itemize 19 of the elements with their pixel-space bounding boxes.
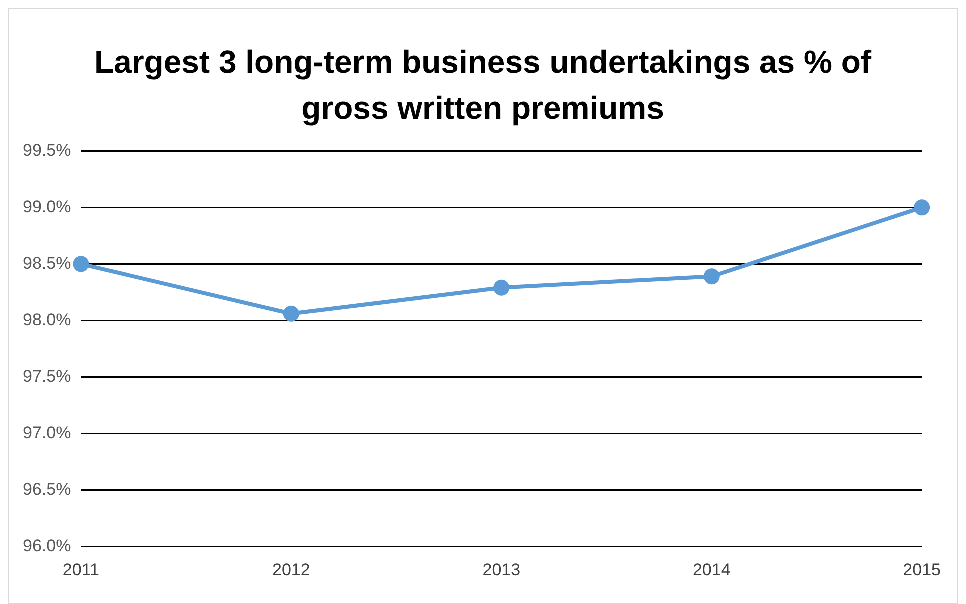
y-tick-label: 97.0% xyxy=(23,423,72,442)
y-tick-label: 97.5% xyxy=(23,366,72,386)
x-tick-label: 2015 xyxy=(903,560,942,580)
y-tick-label: 98.0% xyxy=(23,310,72,330)
chart-title: Largest 3 long-term business undertakings as % of gross written premiums xyxy=(93,43,873,128)
point xyxy=(704,268,720,285)
point xyxy=(283,306,300,322)
y-tick-label: 98.5% xyxy=(23,254,72,273)
point xyxy=(494,280,510,296)
x-tick-label: 2011 xyxy=(62,560,100,580)
y-tick-label: 99.5% xyxy=(23,140,72,160)
x-tick-label: 2013 xyxy=(482,560,521,580)
x-tick-label: 2014 xyxy=(692,560,731,580)
x-tick-label: 2012 xyxy=(272,560,310,580)
y-tick-label: 99.0% xyxy=(23,197,72,216)
y-tick-label: 96.0% xyxy=(23,536,72,556)
point xyxy=(914,200,930,216)
y-tick-label: 96.5% xyxy=(23,480,72,499)
point xyxy=(73,256,90,272)
